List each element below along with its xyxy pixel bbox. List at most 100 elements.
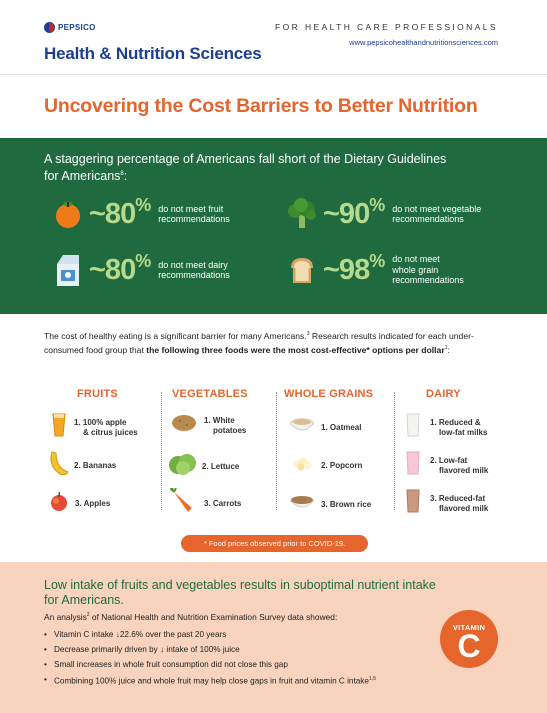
food-item-label: 3. Brown rice [321, 499, 372, 509]
food-item-label: 3. Reduced-fat flavored milk [430, 494, 488, 514]
stat-percent: % [369, 194, 385, 215]
bread-icon [284, 252, 320, 288]
food-item-label: 2. Bananas [74, 460, 117, 470]
stat-vegetable: ~90% do not meet vegetable recommendation… [284, 194, 481, 232]
list-item: Decrease primarily driven by ↓ intake of… [44, 642, 376, 657]
potato-icon [170, 412, 198, 439]
popcorn-icon [289, 454, 315, 477]
stat-label-line1: do not meet [392, 254, 440, 265]
stats-intro-end: : [123, 169, 128, 184]
chocolate-milk-icon [404, 488, 422, 519]
food-item-label: 2. Popcorn [321, 460, 363, 470]
nutrient-intake-section: Low intake of fruits and vegetables resu… [0, 562, 547, 713]
food-item-label-line1: 1. White [204, 415, 235, 425]
list-item-ref: 1,5 [368, 676, 376, 682]
heading-vegetables: VEGETABLES [172, 388, 248, 400]
stat-value: ~80 [89, 253, 136, 286]
food-item-label: 1. Reduced & low-fat milks [430, 418, 487, 438]
stat-label-line2: whole grain [392, 264, 439, 275]
apple-icon [48, 490, 70, 517]
stat-dairy: ~80% do not meet dairy recommendations [50, 250, 230, 288]
food-item: 1. 100% apple & citrus juices [48, 412, 138, 443]
stat-label: do not meet whole grain recommendations [392, 254, 464, 286]
food-item: 1. Reduced & low-fat milks [404, 412, 487, 443]
food-item-label-line1: 1. 100% apple [74, 417, 127, 427]
apple-juice-icon [48, 412, 70, 443]
food-item-label-line1: 1. Reduced & [430, 417, 481, 427]
food-item-label: 3. Apples [75, 498, 111, 508]
vitamin-c-badge: VITAMIN C [440, 610, 498, 668]
food-item: 3. Apples [48, 490, 110, 517]
stat-number: ~80% [89, 250, 151, 287]
page-title: Uncovering the Cost Barriers to Better N… [44, 95, 478, 117]
cost-ref-1: 3 [306, 331, 310, 337]
cost-text-1: The cost of healthy eating is a signific… [44, 330, 307, 341]
food-item-label: 1. Oatmeal [321, 422, 362, 432]
food-item-label: 3. Carrots [204, 498, 242, 508]
stat-label: do not meet vegetable recommendations [392, 204, 481, 225]
stat-value: ~80 [89, 197, 136, 230]
food-item-label-line2: & citrus juices [83, 427, 138, 437]
heading-whole-grains: WHOLE GRAINS [284, 388, 374, 400]
stat-value: ~98 [323, 253, 370, 286]
stat-label-line1: do not meet dairy [158, 259, 228, 270]
food-item-label: 2. Low-fat flavored milk [430, 456, 488, 476]
header-url[interactable]: www.pepsicohealthandnutritionsciences.co… [349, 38, 498, 47]
broccoli-icon [284, 196, 320, 232]
stat-number: ~98% [323, 251, 385, 287]
banana-icon [46, 450, 70, 481]
list-item: Small increases in whole fruit consumpti… [44, 657, 376, 672]
stats-intro-line2: for Americans [44, 169, 121, 184]
footnote-badge: * Food prices observed prior to COVID-19… [181, 535, 368, 552]
brown-rice-icon [289, 492, 315, 517]
orange-icon [50, 196, 86, 232]
section-intro-b: of National Health and Nutrition Examina… [89, 612, 338, 622]
stat-number: ~80% [89, 194, 151, 231]
page-header: PEPSICO Health & Nutrition Sciences FOR … [0, 0, 547, 75]
stat-label-line2: recommendations [158, 214, 230, 224]
list-item-text: Vitamin C intake ↓22.6% over the past 20… [54, 630, 227, 639]
milk-glass-icon [404, 412, 422, 443]
food-item: 3. Reduced-fat flavored milk [404, 488, 488, 519]
lettuce-icon [168, 451, 198, 482]
stat-label-line2: recommendations [158, 270, 230, 280]
strawberry-milk-icon [404, 450, 422, 481]
section-title: Low intake of fruits and vegetables resu… [44, 578, 464, 607]
stat-value: ~90 [323, 197, 370, 230]
column-divider [161, 392, 162, 510]
stat-percent: % [135, 194, 151, 215]
section-title-line2: for Americans. [44, 592, 124, 607]
vitamin-badge-letter: C [457, 628, 481, 664]
food-item-label: 1. White potatoes [204, 416, 246, 436]
stat-label: do not meet dairy recommendations [158, 260, 230, 281]
food-item-label-line1: 3. Reduced-fat [430, 493, 486, 503]
cost-text-end: : [447, 344, 450, 355]
food-item: 2. Popcorn [289, 454, 362, 477]
food-item: 2. Lettuce [168, 451, 239, 482]
food-item: 1. Oatmeal [289, 415, 361, 440]
food-item-label: 1. 100% apple & citrus juices [74, 418, 138, 438]
food-group-table: FRUITS VEGETABLES WHOLE GRAINS DAIRY 1. … [44, 388, 504, 518]
heading-fruits: FRUITS [77, 388, 118, 400]
header-tagline: FOR HEALTH CARE PROFESSIONALS [275, 22, 498, 32]
stat-label-line1: do not meet fruit [158, 203, 224, 214]
food-item: 2. Bananas [46, 450, 116, 481]
food-item-label-line2: potatoes [213, 425, 247, 435]
stat-label-line2: recommendations [392, 214, 464, 224]
food-item: 2. Low-fat flavored milk [404, 450, 488, 481]
column-divider [276, 392, 277, 510]
pepsico-logo: PEPSICO [44, 22, 96, 33]
stat-label: do not meet fruit recommendations [158, 204, 230, 225]
list-item-text: Decrease primarily driven by ↓ intake of… [54, 645, 240, 654]
pepsi-globe-icon [44, 22, 55, 33]
food-item: 3. Brown rice [289, 492, 371, 517]
cost-bold-text: the following three foods were the most … [146, 344, 445, 355]
heading-dairy: DAIRY [426, 388, 461, 400]
section-intro-ref: 2 [86, 612, 90, 619]
stat-percent: % [135, 250, 151, 271]
carrot-icon [169, 487, 198, 519]
food-item-label-line2: low-fat milks [439, 427, 488, 437]
list-item: Combining 100% juice and whole fruit may… [44, 672, 376, 689]
cost-text-2: Research results indicated for each unde… [44, 330, 474, 355]
stat-number: ~90% [323, 194, 385, 231]
